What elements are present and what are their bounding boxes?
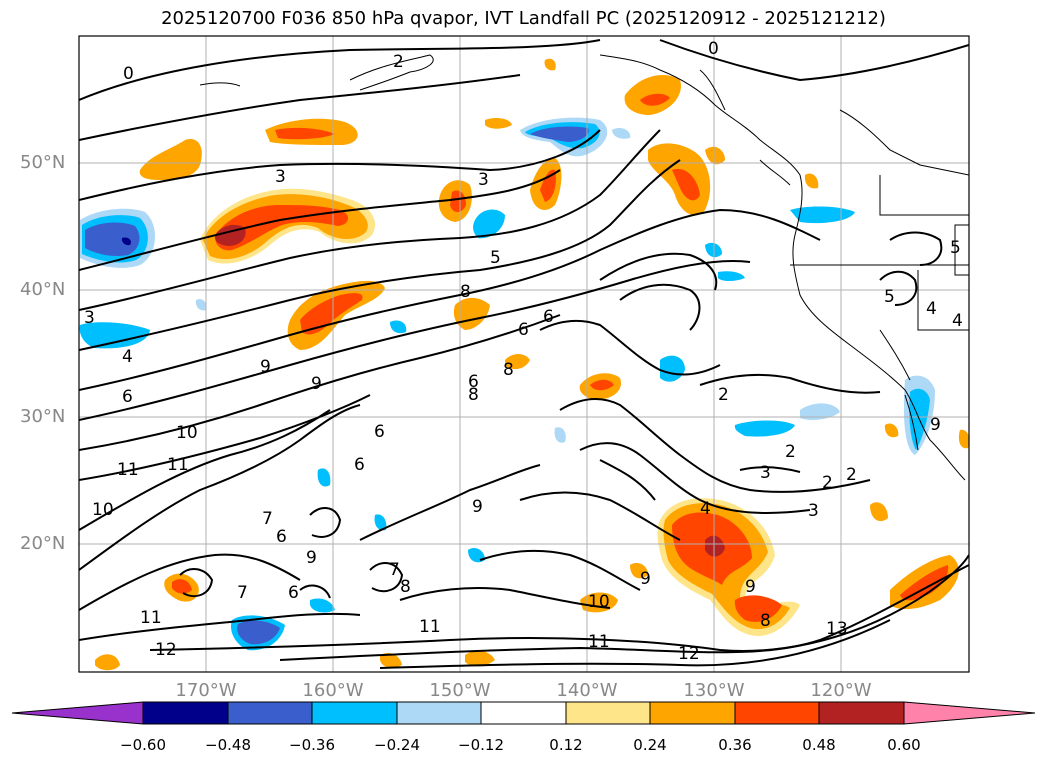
lon-label: 150°W (429, 680, 491, 701)
contour-label: 9 (745, 577, 756, 597)
contour-label: 6 (543, 307, 554, 327)
contour-label: 5 (950, 238, 961, 258)
contour-label: 8 (503, 360, 514, 380)
lon-label: 120°W (810, 680, 872, 701)
plot-frame (78, 35, 970, 673)
contour-label: 2 (822, 473, 833, 493)
colorbar-bin (650, 702, 735, 724)
colorbar-bin (566, 702, 650, 724)
colorbar-bin (312, 702, 397, 724)
colorbar-tick-label: −0.12 (458, 736, 504, 754)
contour-label: 3 (84, 308, 95, 328)
colorbar-tick-label: 0.36 (718, 736, 752, 754)
colorbar-bin (143, 702, 228, 724)
contour-label: 11 (419, 617, 441, 637)
ivt-contours (79, 39, 969, 669)
colorbar-bin (481, 702, 566, 724)
colorbar-tick-label: −0.48 (205, 736, 251, 754)
contour-label: 3 (275, 167, 286, 187)
colorbar-tick-label: −0.36 (289, 736, 335, 754)
contour-label: 11 (588, 632, 610, 652)
contour-label: 5 (884, 287, 895, 307)
colorbar-tick-label: 0.12 (549, 736, 583, 754)
contour-label: 8 (760, 611, 771, 631)
contour-label: 5 (490, 248, 501, 268)
contour-label: 6 (354, 455, 365, 475)
contour-label: 9 (640, 569, 651, 589)
colorbar (11, 701, 1036, 725)
colorbar-extend-high (904, 702, 1035, 724)
colorbar-tick-label: 0.48 (802, 736, 836, 754)
contour-label: 9 (472, 497, 483, 517)
colorbar-bin (735, 702, 819, 724)
contour-label: 3 (478, 170, 489, 190)
contour-label: 4 (700, 499, 711, 519)
contour-labels: 0 0 2 3 3 5 8 6 6 6 8 8 9 6 4 6 3 10 11 … (84, 39, 963, 664)
contour-label: 9 (260, 357, 271, 377)
contour-label: 8 (400, 577, 411, 597)
contour-label: 3 (808, 501, 819, 521)
colorbar-bin (228, 702, 312, 724)
contour-label: 2 (785, 442, 796, 462)
colorbar-tick-label: −0.60 (120, 736, 166, 754)
contour-label: 8 (468, 385, 479, 405)
contour-label: 12 (678, 644, 700, 664)
contour-label: 11 (167, 455, 189, 475)
lon-label: 160°W (302, 680, 364, 701)
contour-label: 2 (718, 385, 729, 405)
contour-label: 6 (122, 387, 133, 407)
contour-label: 7 (237, 583, 248, 603)
map-title: 2025120700 F036 850 hPa qvapor, IVT Land… (161, 8, 886, 29)
lat-label: 30°N (20, 406, 66, 427)
contour-label: 2 (393, 52, 404, 72)
contour-label: 0 (708, 39, 719, 59)
colorbar-extend-low (12, 702, 143, 724)
lat-label: 40°N (20, 279, 66, 300)
contour-label: 6 (288, 583, 299, 603)
coastline (199, 54, 969, 481)
colorbar-bin (819, 702, 904, 724)
contour-label: 8 (460, 282, 471, 302)
contour-label: 11 (140, 608, 162, 628)
colorbar-tick-label: 0.60 (887, 736, 921, 754)
contour-label: 0 (123, 64, 134, 84)
colorbar-tick-label: −0.24 (374, 736, 420, 754)
contour-label: 6 (276, 527, 287, 547)
contour-label: 7 (262, 509, 273, 529)
lon-label: 170°W (175, 680, 237, 701)
contour-label: 10 (92, 500, 114, 520)
contour-label: 9 (930, 415, 941, 435)
colorbar-bin (397, 702, 481, 724)
contour-label: 3 (760, 463, 771, 483)
contour-label: 10 (176, 423, 198, 443)
contour-label: 4 (122, 347, 133, 367)
contour-label: 12 (155, 640, 177, 660)
contour-label: 11 (117, 460, 139, 480)
contour-label: 9 (306, 548, 317, 568)
lon-label: 130°W (683, 680, 745, 701)
contour-label: 6 (518, 320, 529, 340)
contour-label: 4 (952, 311, 963, 331)
moisture-anomaly-fill (79, 58, 969, 671)
contour-label: 7 (389, 560, 400, 580)
colorbar-tick-label: 0.24 (633, 736, 667, 754)
contour-label: 4 (926, 299, 937, 319)
contour-label: 10 (588, 592, 610, 612)
lat-label: 20°N (20, 533, 66, 554)
lat-label: 50°N (20, 152, 66, 173)
contour-label: 6 (374, 422, 385, 442)
contour-label: 6 (468, 372, 479, 392)
graticule (79, 36, 969, 672)
lon-label: 140°W (556, 680, 618, 701)
contour-label: 13 (826, 619, 848, 639)
contour-label: 9 (311, 374, 322, 394)
contour-label: 2 (846, 465, 857, 485)
